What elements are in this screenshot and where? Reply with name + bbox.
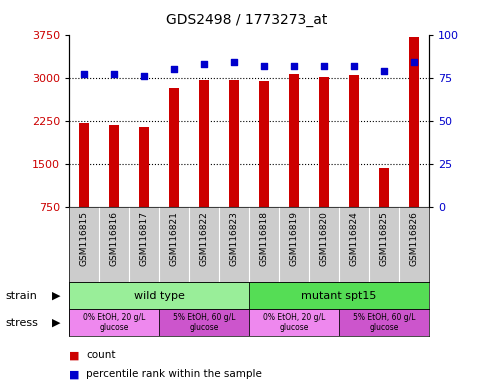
Text: 5% EtOH, 60 g/L
glucose: 5% EtOH, 60 g/L glucose — [352, 313, 415, 332]
Bar — [139, 127, 149, 207]
Text: GSM116815: GSM116815 — [79, 211, 89, 266]
Point — [80, 71, 88, 78]
Bar — [339, 309, 429, 336]
Bar — [199, 80, 209, 207]
Text: stress: stress — [5, 318, 38, 328]
Bar — [69, 282, 249, 309]
Point — [260, 63, 268, 69]
Bar — [109, 125, 119, 207]
Text: GSM116824: GSM116824 — [350, 211, 358, 266]
Bar — [259, 81, 269, 207]
Text: count: count — [86, 350, 116, 360]
Bar — [318, 77, 329, 207]
Bar — [409, 38, 419, 207]
Text: GSM116817: GSM116817 — [140, 211, 148, 266]
Text: wild type: wild type — [134, 291, 184, 301]
Bar — [379, 168, 389, 207]
Text: percentile rank within the sample: percentile rank within the sample — [86, 369, 262, 379]
Text: GSM116818: GSM116818 — [259, 211, 269, 266]
Point — [320, 63, 328, 69]
Bar — [349, 76, 359, 207]
Text: ▶: ▶ — [52, 318, 61, 328]
Text: GSM116823: GSM116823 — [229, 211, 239, 266]
Bar — [169, 88, 179, 207]
Text: GSM116826: GSM116826 — [409, 211, 419, 266]
Text: 5% EtOH, 60 g/L
glucose: 5% EtOH, 60 g/L glucose — [173, 313, 235, 332]
Point — [110, 71, 118, 78]
Bar — [159, 309, 249, 336]
Point — [170, 66, 178, 72]
Text: GSM116816: GSM116816 — [109, 211, 118, 266]
Text: 0% EtOH, 20 g/L
glucose: 0% EtOH, 20 g/L glucose — [263, 313, 325, 332]
Text: GSM116819: GSM116819 — [289, 211, 298, 266]
Point — [350, 63, 358, 69]
Text: mutant spt15: mutant spt15 — [301, 291, 377, 301]
Text: GSM116825: GSM116825 — [380, 211, 388, 266]
Text: ▶: ▶ — [52, 291, 61, 301]
Point — [410, 59, 418, 65]
Bar — [249, 309, 339, 336]
Bar — [249, 282, 429, 309]
Text: strain: strain — [5, 291, 37, 301]
Bar — [69, 309, 159, 336]
Point — [230, 59, 238, 65]
Text: GSM116821: GSM116821 — [170, 211, 178, 266]
Bar — [79, 123, 89, 207]
Point — [380, 68, 388, 74]
Text: 0% EtOH, 20 g/L
glucose: 0% EtOH, 20 g/L glucose — [83, 313, 145, 332]
Text: ■: ■ — [69, 350, 79, 360]
Text: ■: ■ — [69, 369, 79, 379]
Text: GDS2498 / 1773273_at: GDS2498 / 1773273_at — [166, 13, 327, 27]
Bar — [289, 74, 299, 207]
Point — [290, 63, 298, 69]
Text: GSM116820: GSM116820 — [319, 211, 328, 266]
Point — [200, 61, 208, 67]
Text: GSM116822: GSM116822 — [200, 211, 209, 266]
Point — [140, 73, 148, 79]
Bar — [229, 80, 239, 207]
